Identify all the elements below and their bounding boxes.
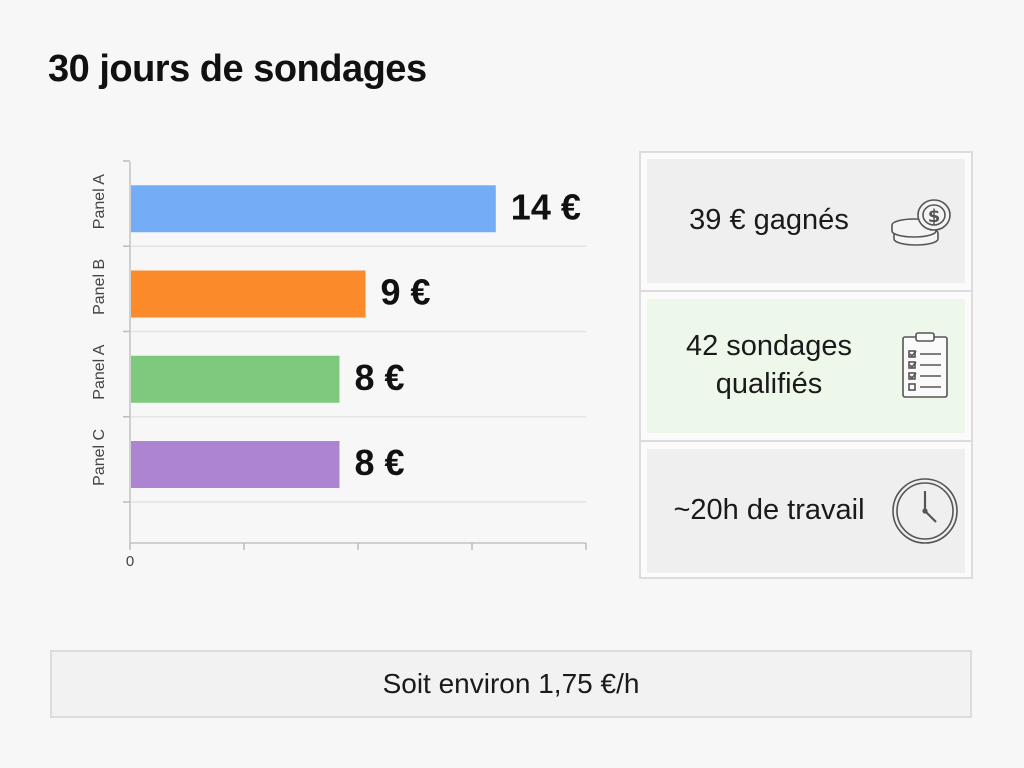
summary-text: Soit environ 1,75 €/h: [382, 668, 640, 699]
stats-panel: 39 € gagnés $ 42 sondages qualifiés: [639, 151, 973, 579]
category-label: Panel A: [91, 174, 108, 229]
value-label: 9 €: [381, 272, 431, 313]
bar: [131, 185, 496, 233]
summary-box: Soit environ 1,75 €/h: [50, 650, 972, 718]
earned-card: 39 € gagnés $: [647, 159, 965, 283]
surveys-text: 42 sondages qualifiés: [685, 330, 853, 400]
value-label: 8 €: [354, 357, 404, 398]
bar: [131, 441, 340, 488]
page-title: 30 jours de sondages: [48, 48, 427, 90]
earned-text: 39 € gagnés: [689, 204, 849, 237]
category-label: Panel B: [91, 259, 108, 315]
clock-icon: [885, 476, 965, 546]
value-label: 8 €: [354, 442, 404, 483]
bar: [131, 355, 340, 403]
category-label: Panel C: [91, 429, 108, 486]
x-tick-label: 0: [126, 553, 134, 570]
coins-icon: $: [885, 195, 965, 247]
time-text: ~20h de travail: [673, 494, 865, 527]
checklist-icon: [885, 331, 965, 401]
category-label: Panel A: [91, 344, 108, 399]
bar-chart: 0 Panel A 14 € Panel B 9 € Panel A 8 € Panel C 8…: [91, 160, 587, 570]
time-card: ~20h de travail: [647, 449, 965, 573]
bar: [131, 270, 366, 318]
surveys-card: 42 sondages qualifiés: [647, 299, 965, 433]
value-label: 14 €: [511, 186, 581, 227]
svg-text:$: $: [928, 206, 941, 227]
